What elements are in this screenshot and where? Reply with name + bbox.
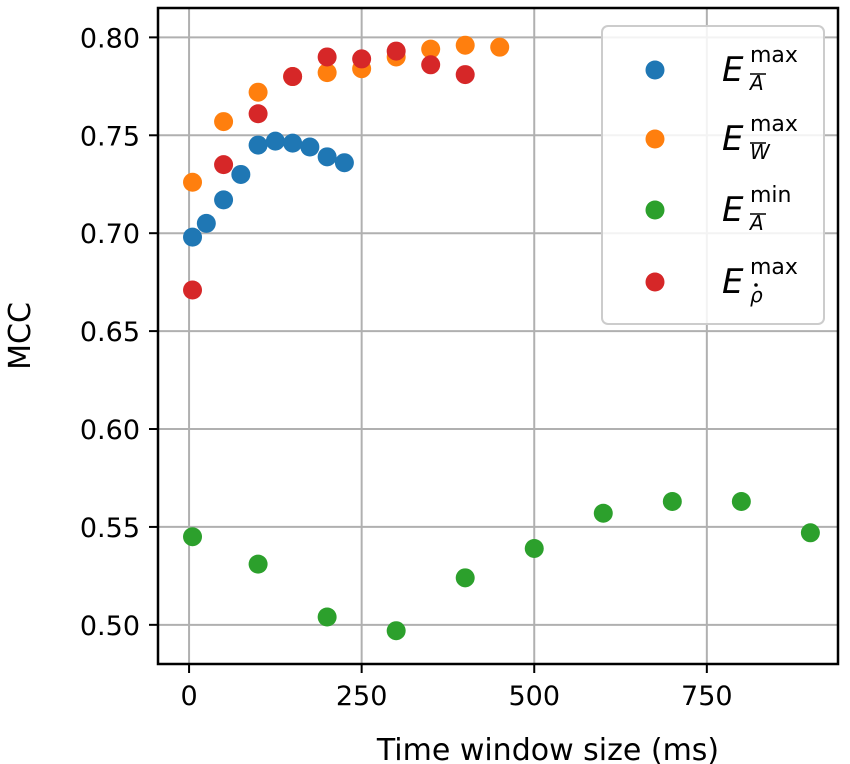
data-point	[283, 67, 303, 87]
x-tick-label: 250	[336, 681, 388, 712]
data-point	[386, 41, 406, 61]
y-axis-label: MCC	[3, 302, 38, 370]
data-point	[183, 527, 203, 547]
y-tick-label: 0.70	[80, 219, 140, 250]
data-point	[593, 503, 613, 523]
data-point	[490, 37, 510, 57]
data-point	[183, 227, 203, 247]
data-point	[352, 49, 372, 69]
legend-label-sub: A	[748, 71, 764, 95]
data-point	[455, 65, 475, 85]
y-tick-label: 0.65	[80, 317, 140, 348]
data-points	[183, 35, 820, 641]
data-point	[317, 147, 337, 167]
data-point	[800, 523, 820, 543]
legend-overdot	[754, 283, 758, 287]
data-point	[421, 55, 441, 75]
legend-label-base: E	[722, 190, 744, 230]
data-point	[283, 133, 303, 153]
data-point	[231, 164, 251, 184]
data-point	[421, 39, 441, 59]
data-point	[334, 153, 354, 173]
x-tick-label: 750	[681, 681, 733, 712]
x-tick-label: 500	[508, 681, 560, 712]
legend-label-sub: W	[750, 140, 771, 164]
y-tick-label: 0.50	[80, 611, 140, 642]
legend-label-sup: max	[750, 255, 798, 280]
x-tick-label: 0	[180, 681, 197, 712]
legend-label-sup: min	[750, 183, 792, 208]
data-point	[248, 104, 268, 124]
data-point	[248, 82, 268, 102]
legend-marker	[645, 272, 665, 292]
x-axis-label: Time window size (ms)	[376, 733, 719, 764]
data-point	[317, 63, 337, 83]
data-point	[317, 607, 337, 627]
legend-box	[601, 25, 825, 325]
legend-marker	[645, 200, 665, 220]
data-point	[524, 538, 544, 558]
legend-label-sup: max	[750, 43, 798, 68]
series-E_A_min	[183, 491, 820, 641]
data-point	[731, 491, 751, 511]
y-tick-label: 0.60	[80, 415, 140, 446]
legend-label-sub: A	[748, 211, 764, 235]
data-point	[455, 35, 475, 55]
data-point	[248, 135, 268, 155]
data-point	[662, 491, 682, 511]
data-point	[455, 568, 475, 588]
legend-label-sub: ρ	[750, 283, 763, 307]
data-point	[214, 155, 234, 175]
y-tick-label: 0.80	[80, 23, 140, 54]
legend-label-base: E	[722, 119, 744, 159]
legend-marker	[645, 129, 665, 149]
data-point	[265, 131, 285, 151]
y-tick-label: 0.75	[80, 121, 140, 152]
legend-marker	[645, 60, 665, 80]
data-point	[214, 112, 234, 132]
legend-label-sup: max	[750, 112, 798, 137]
legend-label-base: E	[722, 262, 744, 302]
y-tick-label: 0.55	[80, 513, 140, 544]
data-point	[300, 137, 320, 157]
series-E_A	[183, 131, 354, 247]
axis-ticks: 0 250 500 750 0.50 0.55 0.60 0.65 0.70 0.75 0.80	[80, 23, 733, 712]
plot-area-frame	[156, 6, 840, 666]
data-point	[317, 47, 337, 67]
data-point	[214, 190, 234, 210]
series-E_rho	[183, 41, 475, 300]
data-point	[196, 213, 216, 233]
data-point	[248, 554, 268, 574]
data-point	[183, 280, 203, 300]
legend-label-base: E	[722, 50, 744, 90]
data-point	[183, 172, 203, 192]
data-point	[386, 621, 406, 641]
